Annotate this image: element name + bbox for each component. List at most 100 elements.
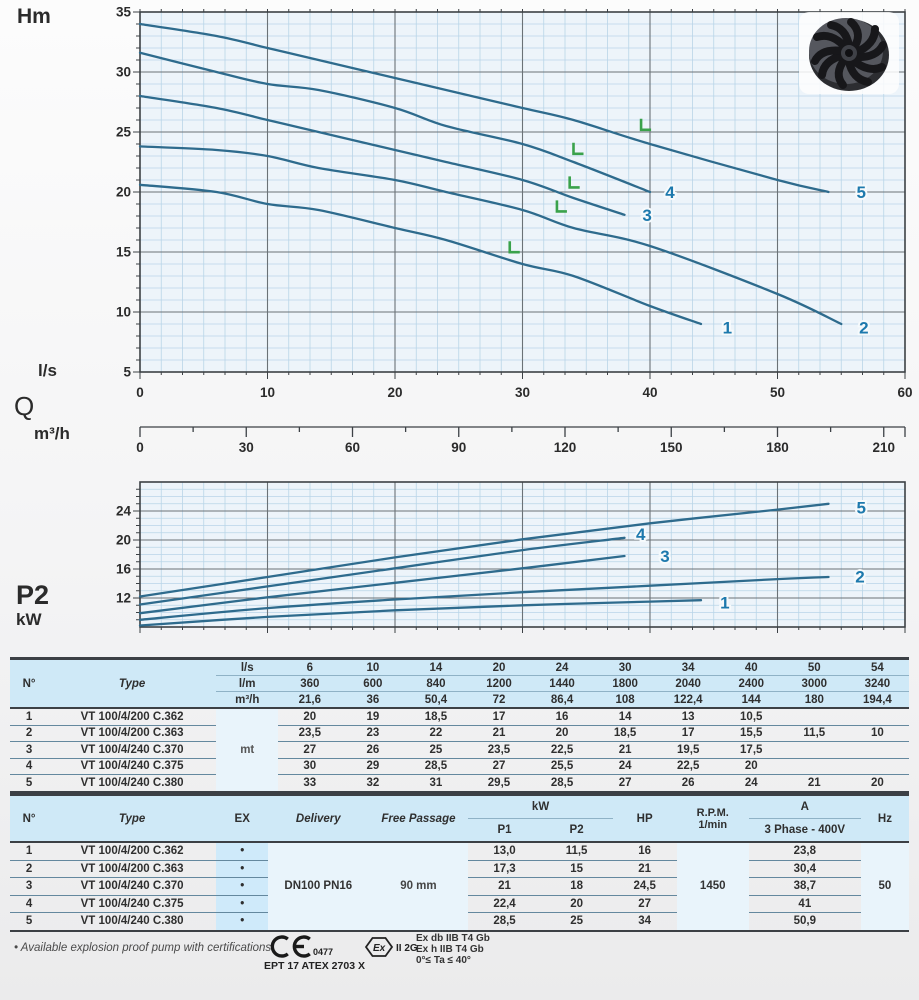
flow-header-value: 30 (593, 658, 657, 676)
explosion-proof-note: • Available explosion proof pump with ce… (14, 942, 272, 954)
bep-marker-icon (639, 118, 652, 132)
ce-number: 0477 (313, 947, 333, 957)
row-number: 1 (10, 842, 49, 861)
p2-curve-label-5: 5 (857, 498, 866, 517)
row-number: 2 (10, 860, 49, 878)
head-value (845, 741, 909, 759)
p2-value: 25 (540, 912, 613, 931)
hq-ytick: 5 (123, 365, 131, 380)
col-header-hz: Hz (860, 794, 909, 843)
head-value (782, 758, 846, 775)
head-value (782, 741, 846, 759)
axis-ticks (133, 9, 906, 379)
head-value: 26 (656, 774, 720, 792)
ex-available-dot: • (216, 860, 269, 878)
hq-xtick-ls: 60 (897, 385, 912, 400)
hz-value: 50 (860, 842, 909, 932)
hq-curve-1 (138, 183, 703, 326)
hq-xtick-m3h: 180 (766, 440, 789, 455)
amps-value: 38,7 (748, 877, 861, 896)
head-value: 20 (719, 758, 783, 775)
hp-value: 27 (612, 895, 677, 913)
amps-value: 41 (748, 895, 861, 913)
head-value: 25 (404, 741, 468, 759)
head-value (845, 708, 909, 726)
col-header-p1: P1 (468, 818, 541, 843)
bep-marker-icon (555, 200, 567, 213)
p2-curve-3 (138, 554, 626, 615)
hydraulic-row-4: 4 VT 100/4/240 C.375 30 29 28,5 27 25,5 24 22,5 2… (10, 758, 909, 775)
pump-type: VT 100/4/200 C.362 (48, 842, 217, 861)
x-axis-label-m3h: m³/h (34, 424, 70, 443)
motor-row-4: 4 VT 100/4/240 C.375 • 22,4 20 27 41 (10, 895, 909, 913)
p2-curve-label-2: 2 (855, 567, 864, 586)
unit-header-ls: l/s (216, 658, 279, 676)
pump-type: VT 100/4/200 C.363 (48, 860, 217, 878)
pump-type: VT 100/4/240 C.370 (48, 877, 217, 896)
flow-header-value: 34 (656, 658, 720, 676)
row-number: 3 (10, 741, 49, 759)
cert-line-1: Ex db IIB T4 Gb (416, 933, 490, 944)
flow-header-value: 3240 (845, 675, 909, 692)
hydraulic-table: N° Type l/s 6 10 14 20 24 30 34 40 50 54 l/m 360 600 840… (10, 657, 909, 793)
x-axis-label-ls: l/s (38, 361, 57, 380)
p2-value: 20 (540, 895, 613, 913)
hq-xtick-m3h: 90 (451, 440, 466, 455)
y-axis-label-head: Hm (17, 5, 51, 28)
p1-value: 22,4 (468, 895, 541, 913)
amps-value: 23,8 (748, 842, 861, 861)
motor-table-wrap: N° Type EX Delivery Free Passage kW HP R.P.M. 1/… (10, 793, 909, 932)
flow-header-value: 36 (341, 691, 405, 709)
p2-curve-5 (138, 502, 830, 598)
cert-line-3: 0°≤ Ta ≤ 40° (416, 955, 471, 966)
row-number: 4 (10, 758, 49, 775)
p2-value: 18 (540, 877, 613, 896)
flow-header-value: 2400 (719, 675, 783, 692)
flow-header-value: 86,4 (530, 691, 594, 709)
hydraulic-row-2: 2 VT 100/4/200 C.363 23,5 23 22 21 20 18,5 17 15,… (10, 725, 909, 742)
p2-curve-1 (138, 599, 703, 627)
atex-cert-lines: Ex db IIB T4 Gb Ex h IIB T4 Gb 0°≤ Ta ≤ … (416, 933, 490, 966)
bep-marker-icon (572, 142, 584, 156)
pump-type: VT 100/4/200 C.362 (48, 708, 217, 726)
ce-mark-icon (270, 935, 311, 958)
flow-header-value: 600 (341, 675, 405, 692)
flow-header-value: 360 (278, 675, 342, 692)
head-value: 29 (341, 758, 405, 775)
motor-row-5: 5 VT 100/4/240 C.380 • 28,5 25 34 50,9 (10, 912, 909, 931)
pump-type: VT 100/4/240 C.380 (48, 912, 217, 931)
col-header-no: N° (10, 794, 49, 843)
motor-row-2: 2 VT 100/4/200 C.363 • 17,3 15 21 30,4 (10, 860, 909, 878)
flow-header-value: 1800 (593, 675, 657, 692)
hq-xtick-ls: 0 (136, 385, 144, 400)
col-header-type: Type (48, 794, 217, 843)
col-header-kw: kW (468, 794, 613, 819)
m3h-ruler (139, 426, 906, 437)
hydraulic-header-row: l/m 360 600 840 1200 1440 1800 2040 2400 3000 3240 (10, 675, 909, 692)
hydraulic-header-row: m³/h 21,6 36 50,4 72 86,4 108 122,4 144 180 194,4 (10, 691, 909, 709)
hydraulic-table-wrap: N° Type l/s 6 10 14 20 24 30 34 40 50 54 l/m 360 600 840… (10, 657, 909, 793)
p2-curve-label-4: 4 (636, 525, 646, 544)
amps-value: 50,9 (748, 912, 861, 931)
hp-value: 24,5 (612, 877, 677, 896)
head-value: 21 (593, 741, 657, 759)
pump-type: VT 100/4/200 C.363 (48, 725, 217, 742)
rpm-value: 1450 (676, 842, 749, 932)
hq-xtick-m3h: 150 (660, 440, 683, 455)
flow-header-value: 840 (404, 675, 468, 692)
hq-xtick-ls: 10 (260, 385, 275, 400)
hq-curve-2 (138, 145, 843, 326)
hq-xtick-ls: 20 (387, 385, 402, 400)
rpm-line1: R.P.M. (696, 806, 729, 819)
hq-curve-label-5: 5 (857, 183, 866, 202)
head-value: 24 (593, 758, 657, 775)
head-value: 24 (719, 774, 783, 792)
motor-row-3: 3 VT 100/4/240 C.370 • 21 18 24,5 38,7 (10, 877, 909, 896)
motor-header-row-1: N° Type EX Delivery Free Passage kW HP R.P.M. 1/… (10, 794, 909, 843)
delivery-value: DN100 PN16 (268, 842, 369, 932)
flow-header-value: 24 (530, 658, 594, 676)
head-value: 20 (845, 774, 909, 792)
col-header-p2: P2 (540, 818, 613, 843)
rpm-line2: 1/min (698, 818, 728, 831)
